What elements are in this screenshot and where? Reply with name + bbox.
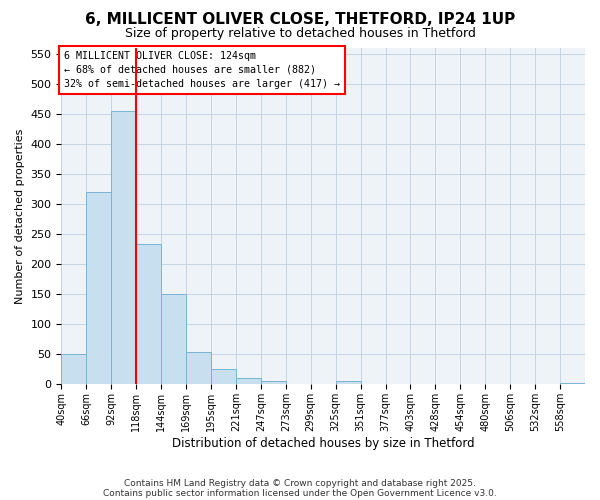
Bar [335,382,361,384]
Y-axis label: Number of detached properties: Number of detached properties [15,128,25,304]
Bar [236,378,261,384]
Text: Contains HM Land Registry data © Crown copyright and database right 2025.: Contains HM Land Registry data © Crown c… [124,478,476,488]
Bar [261,382,286,384]
Bar [186,352,211,384]
X-axis label: Distribution of detached houses by size in Thetford: Distribution of detached houses by size … [172,437,475,450]
Text: 6, MILLICENT OLIVER CLOSE, THETFORD, IP24 1UP: 6, MILLICENT OLIVER CLOSE, THETFORD, IP2… [85,12,515,28]
Text: 6 MILLICENT OLIVER CLOSE: 124sqm
← 68% of detached houses are smaller (882)
32% : 6 MILLICENT OLIVER CLOSE: 124sqm ← 68% o… [64,51,340,89]
Bar [211,370,236,384]
Bar [161,294,186,384]
Bar [136,244,161,384]
Bar [560,383,585,384]
Bar [61,354,86,384]
Bar [111,110,136,384]
Text: Size of property relative to detached houses in Thetford: Size of property relative to detached ho… [125,28,475,40]
Text: Contains public sector information licensed under the Open Government Licence v3: Contains public sector information licen… [103,488,497,498]
Bar [86,192,111,384]
